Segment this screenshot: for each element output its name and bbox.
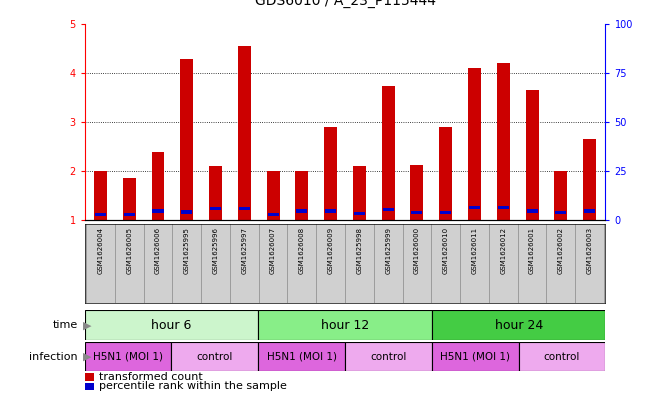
Text: GDS6010 / A_23_P115444: GDS6010 / A_23_P115444	[255, 0, 436, 8]
Bar	[354, 212, 365, 215]
FancyBboxPatch shape	[432, 342, 519, 371]
Text: GSM1626005: GSM1626005	[126, 227, 132, 274]
Bar	[583, 139, 596, 220]
Text: infection: infection	[29, 352, 78, 362]
Text: GSM1625996: GSM1625996	[212, 227, 219, 274]
Text: GSM1626004: GSM1626004	[98, 227, 104, 274]
Bar	[497, 63, 510, 220]
Bar	[469, 206, 480, 209]
Text: ▶: ▶	[83, 352, 92, 362]
Bar	[353, 166, 366, 220]
Bar	[468, 68, 481, 220]
Text: GSM1626001: GSM1626001	[529, 227, 535, 274]
Bar	[527, 209, 538, 213]
Text: transformed count: transformed count	[99, 372, 203, 382]
Bar	[123, 178, 135, 220]
Bar	[210, 207, 221, 210]
Bar	[584, 209, 595, 213]
Bar	[381, 86, 395, 220]
Text: GSM1626002: GSM1626002	[558, 227, 564, 274]
Bar	[85, 382, 94, 390]
Bar	[439, 127, 452, 220]
FancyBboxPatch shape	[432, 310, 605, 340]
Text: GSM1626012: GSM1626012	[500, 227, 506, 274]
FancyBboxPatch shape	[258, 310, 432, 340]
Text: GSM1626010: GSM1626010	[443, 227, 449, 274]
Bar	[95, 213, 106, 216]
Text: GSM1626003: GSM1626003	[587, 227, 592, 274]
Bar	[209, 166, 222, 220]
Text: GSM1626006: GSM1626006	[155, 227, 161, 274]
Bar	[296, 171, 309, 220]
Text: GSM1626007: GSM1626007	[270, 227, 276, 274]
Text: hour 6: hour 6	[151, 319, 191, 332]
Text: GSM1625998: GSM1625998	[356, 227, 363, 274]
Bar	[325, 209, 336, 213]
Bar	[498, 206, 509, 209]
Bar	[152, 152, 165, 220]
FancyBboxPatch shape	[171, 342, 258, 371]
Text: H5N1 (MOI 1): H5N1 (MOI 1)	[267, 352, 337, 362]
Bar	[94, 171, 107, 220]
Bar	[525, 90, 538, 220]
Text: control: control	[544, 352, 580, 362]
Text: GSM1625997: GSM1625997	[242, 227, 247, 274]
Text: GSM1626008: GSM1626008	[299, 227, 305, 274]
Bar	[180, 59, 193, 220]
Bar	[85, 373, 94, 381]
Bar	[383, 208, 394, 211]
Text: H5N1 (MOI 1): H5N1 (MOI 1)	[93, 352, 163, 362]
Bar	[267, 171, 279, 220]
Bar	[411, 165, 423, 220]
FancyBboxPatch shape	[258, 342, 345, 371]
Text: time: time	[53, 320, 78, 330]
Text: GSM1626000: GSM1626000	[414, 227, 420, 274]
Text: GSM1625995: GSM1625995	[184, 227, 190, 274]
FancyBboxPatch shape	[85, 310, 258, 340]
Text: GSM1626009: GSM1626009	[327, 227, 334, 274]
FancyBboxPatch shape	[345, 342, 432, 371]
Bar	[181, 210, 192, 214]
Bar	[124, 213, 135, 216]
Text: control: control	[197, 352, 233, 362]
Bar	[152, 209, 163, 213]
FancyBboxPatch shape	[519, 342, 605, 371]
Text: ▶: ▶	[83, 320, 92, 330]
Bar	[296, 209, 307, 213]
Text: percentile rank within the sample: percentile rank within the sample	[99, 381, 287, 391]
FancyBboxPatch shape	[85, 342, 171, 371]
Bar	[411, 211, 422, 214]
Bar	[555, 211, 566, 214]
Text: GSM1626011: GSM1626011	[471, 227, 478, 274]
Text: H5N1 (MOI 1): H5N1 (MOI 1)	[440, 352, 510, 362]
Bar	[238, 46, 251, 220]
Bar	[555, 171, 567, 220]
Text: control: control	[370, 352, 407, 362]
Bar	[324, 127, 337, 220]
Bar	[268, 213, 279, 216]
Text: GSM1625999: GSM1625999	[385, 227, 391, 274]
Bar	[440, 211, 451, 214]
Bar	[239, 207, 250, 210]
Text: hour 12: hour 12	[321, 319, 369, 332]
Text: hour 24: hour 24	[495, 319, 543, 332]
